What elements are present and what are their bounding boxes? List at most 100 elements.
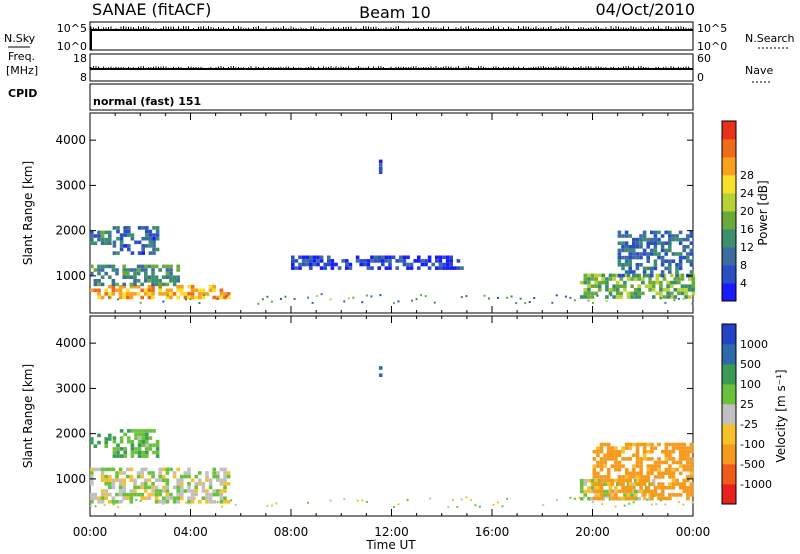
scatter-cell (223, 292, 227, 296)
scatter-cell (155, 447, 160, 451)
scatter-cell (90, 288, 94, 293)
scatter-cell (617, 467, 622, 472)
scatter-cell (133, 292, 137, 296)
scatter-cell (630, 295, 634, 299)
scatter-cell (635, 245, 640, 249)
scatter-cell (190, 478, 195, 482)
scatter-cell (219, 496, 224, 500)
scatter-cell (169, 492, 173, 497)
scatter-cell (632, 273, 636, 278)
scatter-cell (108, 230, 112, 235)
scatter-cell (628, 252, 632, 256)
scatter-cell (90, 437, 94, 441)
noise-cell (189, 298, 192, 301)
scatter-cell (603, 442, 607, 447)
scatter-cell (155, 236, 160, 241)
scatter-cell (651, 288, 656, 292)
noise-cell (284, 295, 287, 298)
scatter-cell (675, 460, 679, 465)
scatter-cell (612, 277, 616, 281)
scatter-cell (689, 442, 694, 447)
scatter-cell (162, 489, 166, 493)
scatter-cell (104, 440, 108, 445)
scatter-cell (226, 292, 231, 296)
scatter-cell (216, 492, 220, 497)
scatter-cell (162, 292, 166, 296)
scatter-cell (660, 475, 665, 479)
scatter-cell (682, 464, 687, 468)
scatter-cell (583, 288, 588, 292)
scatter-cell (148, 251, 153, 255)
scatter-cell (194, 485, 198, 490)
scatter-cell (137, 454, 142, 458)
scatter-cell (127, 429, 131, 433)
scatter-cell (603, 457, 607, 461)
scatter-cell (646, 489, 651, 494)
scatter-cell (162, 474, 166, 479)
noise-cell (121, 499, 124, 502)
scatter-cell (183, 292, 188, 296)
scatter-cell (686, 259, 690, 263)
scatter-cell (291, 255, 295, 260)
scatter-cell (650, 449, 654, 454)
scatter-cell (144, 275, 148, 279)
scatter-cell (355, 259, 360, 263)
scatter-cell (208, 485, 213, 490)
scatter-cell (653, 446, 658, 450)
scatter-cell (650, 496, 654, 501)
noise-cell (361, 499, 364, 502)
scatter-cell (628, 489, 633, 494)
scatter-cell (309, 259, 313, 263)
scatter-cell (154, 478, 159, 482)
scatter-cell (668, 237, 672, 242)
scatter-cell (637, 288, 642, 292)
scatter-cell (615, 288, 620, 292)
scatter-cell (151, 275, 155, 279)
scatter-cell (187, 284, 191, 289)
scatter-cell (675, 446, 679, 450)
noise-cell (587, 299, 590, 302)
scatter-cell (108, 433, 112, 438)
scatter-cell (152, 450, 156, 455)
scatter-cell (449, 266, 453, 270)
noise-cell (216, 298, 219, 300)
scatter-cell (606, 453, 611, 458)
scatter-cell (151, 288, 155, 293)
scatter-cell (659, 291, 663, 296)
scatter-cell (650, 241, 654, 245)
scatter-cell (145, 447, 149, 451)
scatter-cell (377, 266, 381, 270)
scatter-cell (675, 252, 679, 256)
scatter-cell (628, 496, 633, 501)
scatter-cell (111, 288, 116, 293)
scatter-cell (111, 500, 116, 504)
scatter-cell (668, 234, 672, 238)
scatter-cell (655, 277, 660, 281)
scatter-cell (630, 284, 634, 288)
scatter-cell (134, 240, 138, 245)
scatter-cell (653, 266, 658, 271)
scatter-cell (642, 252, 647, 256)
scatter-cell (617, 475, 622, 479)
scatter-cell (355, 255, 360, 260)
scatter-cell (594, 280, 598, 285)
scatter-cell (633, 288, 638, 292)
scatter-cell (129, 478, 134, 482)
scatter-cell (219, 492, 224, 497)
scatter-cell (140, 471, 144, 475)
scatter-cell (664, 252, 668, 256)
colorbar-tick-label: 4 (740, 277, 747, 290)
scatter-cell (621, 263, 625, 267)
scatter-cell (172, 275, 177, 279)
scatter-cell (122, 268, 126, 272)
scatter-cell (657, 464, 661, 468)
scatter-cell (187, 485, 191, 490)
noise-cell (682, 297, 685, 300)
scatter-cell (147, 288, 152, 293)
scatter-cell (660, 259, 665, 263)
scatter-cell (122, 485, 126, 490)
noise-cell (655, 503, 658, 506)
scatter-cell (615, 295, 620, 299)
scatter-cell (162, 478, 166, 482)
scatter-cell (165, 492, 170, 497)
